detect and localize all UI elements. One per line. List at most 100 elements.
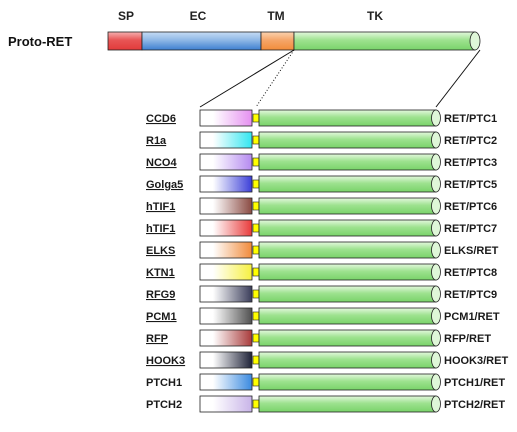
partner-label: HOOK3 (146, 355, 185, 367)
tk-segment (258, 263, 437, 281)
tk-segment (258, 329, 437, 347)
tk-end-cap (431, 109, 441, 127)
fusion-name: RET/PTC1 (444, 113, 497, 125)
partner-label: NCO4 (146, 157, 177, 169)
fusion-row: PTCH1 PTCH1/RET (146, 373, 505, 391)
linker-segment (252, 157, 260, 167)
partner-segment (199, 307, 253, 325)
partner-label: KTN1 (146, 267, 175, 279)
linker-segment (252, 289, 260, 299)
linker-segment (252, 179, 260, 189)
tk-end-cap (431, 307, 441, 325)
fusion-row: R1a RET/PTC2 (146, 131, 497, 149)
tk-segment (293, 31, 476, 51)
fusion-row: CCD6 RET/PTC1 (146, 109, 497, 127)
connector-right (435, 49, 481, 108)
tk-end-cap (431, 241, 441, 259)
partner-label: R1a (146, 135, 167, 147)
tk-end-cap (431, 131, 441, 149)
partner-segment (199, 153, 253, 171)
tk-segment (258, 373, 437, 391)
tk-segment (258, 285, 437, 303)
fusion-name: HOOK3/RET (444, 355, 508, 367)
partner-segment (199, 329, 253, 347)
tk-end-cap (431, 395, 441, 413)
tk-end-cap (431, 219, 441, 237)
linker-segment (252, 355, 260, 365)
fusion-name: RET/PTC7 (444, 223, 497, 235)
partner-label: ELKS (146, 245, 175, 257)
linker-segment (252, 223, 260, 233)
connector-left (199, 49, 295, 108)
fusion-name: ELKS/RET (444, 245, 499, 257)
fusion-name: PTCH2/RET (444, 399, 505, 411)
linker-segment (252, 399, 260, 409)
header-sp: SP (118, 9, 134, 23)
fusion-row: NCO4 RET/PTC3 (146, 153, 497, 171)
fusion-row: hTIF1 RET/PTC7 (146, 219, 497, 237)
linker-segment (252, 113, 260, 123)
tk-end-cap (431, 263, 441, 281)
tk-end-cap (431, 373, 441, 391)
tk-segment (258, 131, 437, 149)
header-tk: TK (367, 9, 383, 23)
fusion-name: RET/PTC9 (444, 289, 497, 301)
fusion-name: RET/PTC6 (444, 201, 497, 213)
header-ec: EC (190, 9, 207, 23)
fusion-rows: CCD6 RET/PTC1 R1a RET/PTC2 NCO4 RET/PTC3 Golga… (146, 109, 508, 413)
partner-segment (199, 373, 253, 391)
fusion-row: hTIF1 RET/PTC6 (146, 197, 497, 215)
linker-segment (252, 245, 260, 255)
linker-segment (252, 377, 260, 387)
tk-segment (258, 219, 437, 237)
partner-label: hTIF1 (146, 201, 175, 213)
partner-label: RFP (146, 333, 168, 345)
partner-label: Golga5 (146, 179, 183, 191)
partner-segment (199, 395, 253, 413)
linker-segment (252, 201, 260, 211)
proto-ret-bar (107, 31, 481, 51)
fusion-name: RET/PTC2 (444, 135, 497, 147)
partner-segment (199, 219, 253, 237)
fusion-name: RET/PTC3 (444, 157, 497, 169)
connector-breakpoint (255, 49, 295, 108)
fusion-row: RFP RFP/RET (146, 329, 491, 347)
fusion-row: HOOK3 HOOK3/RET (146, 351, 508, 369)
linker-segment (252, 135, 260, 145)
tk-end-cap (469, 31, 481, 51)
linker-segment (252, 267, 260, 277)
tk-end-cap (431, 329, 441, 347)
tm-segment (260, 31, 295, 51)
partner-segment (199, 131, 253, 149)
partner-segment (199, 197, 253, 215)
tk-segment (258, 175, 437, 193)
partner-segment (199, 285, 253, 303)
linker-segment (252, 333, 260, 343)
tk-end-cap (431, 153, 441, 171)
linker-segment (252, 311, 260, 321)
tk-end-cap (431, 285, 441, 303)
partner-label: RFG9 (146, 289, 175, 301)
partner-segment (199, 241, 253, 259)
tk-segment (258, 153, 437, 171)
fusion-row: Golga5 RET/PTC5 (146, 175, 497, 193)
fusion-name: PTCH1/RET (444, 377, 505, 389)
partner-segment (199, 263, 253, 281)
fusion-row: KTN1 RET/PTC8 (146, 263, 497, 281)
partner-label: PCM1 (146, 311, 177, 323)
ec-segment (141, 31, 262, 51)
partner-label: PTCH2 (146, 399, 182, 411)
sp-segment (107, 31, 143, 51)
partner-label: hTIF1 (146, 223, 175, 235)
tk-end-cap (431, 197, 441, 215)
fusion-name: RET/PTC8 (444, 267, 497, 279)
partner-label: CCD6 (146, 113, 176, 125)
fusion-row: PCM1 PCM1/RET (146, 307, 500, 325)
proto-ret-label: Proto-RET (8, 34, 72, 49)
header-tm: TM (267, 9, 284, 23)
tk-segment (258, 241, 437, 259)
fusion-row: PTCH2 PTCH2/RET (146, 395, 505, 413)
tk-segment (258, 395, 437, 413)
